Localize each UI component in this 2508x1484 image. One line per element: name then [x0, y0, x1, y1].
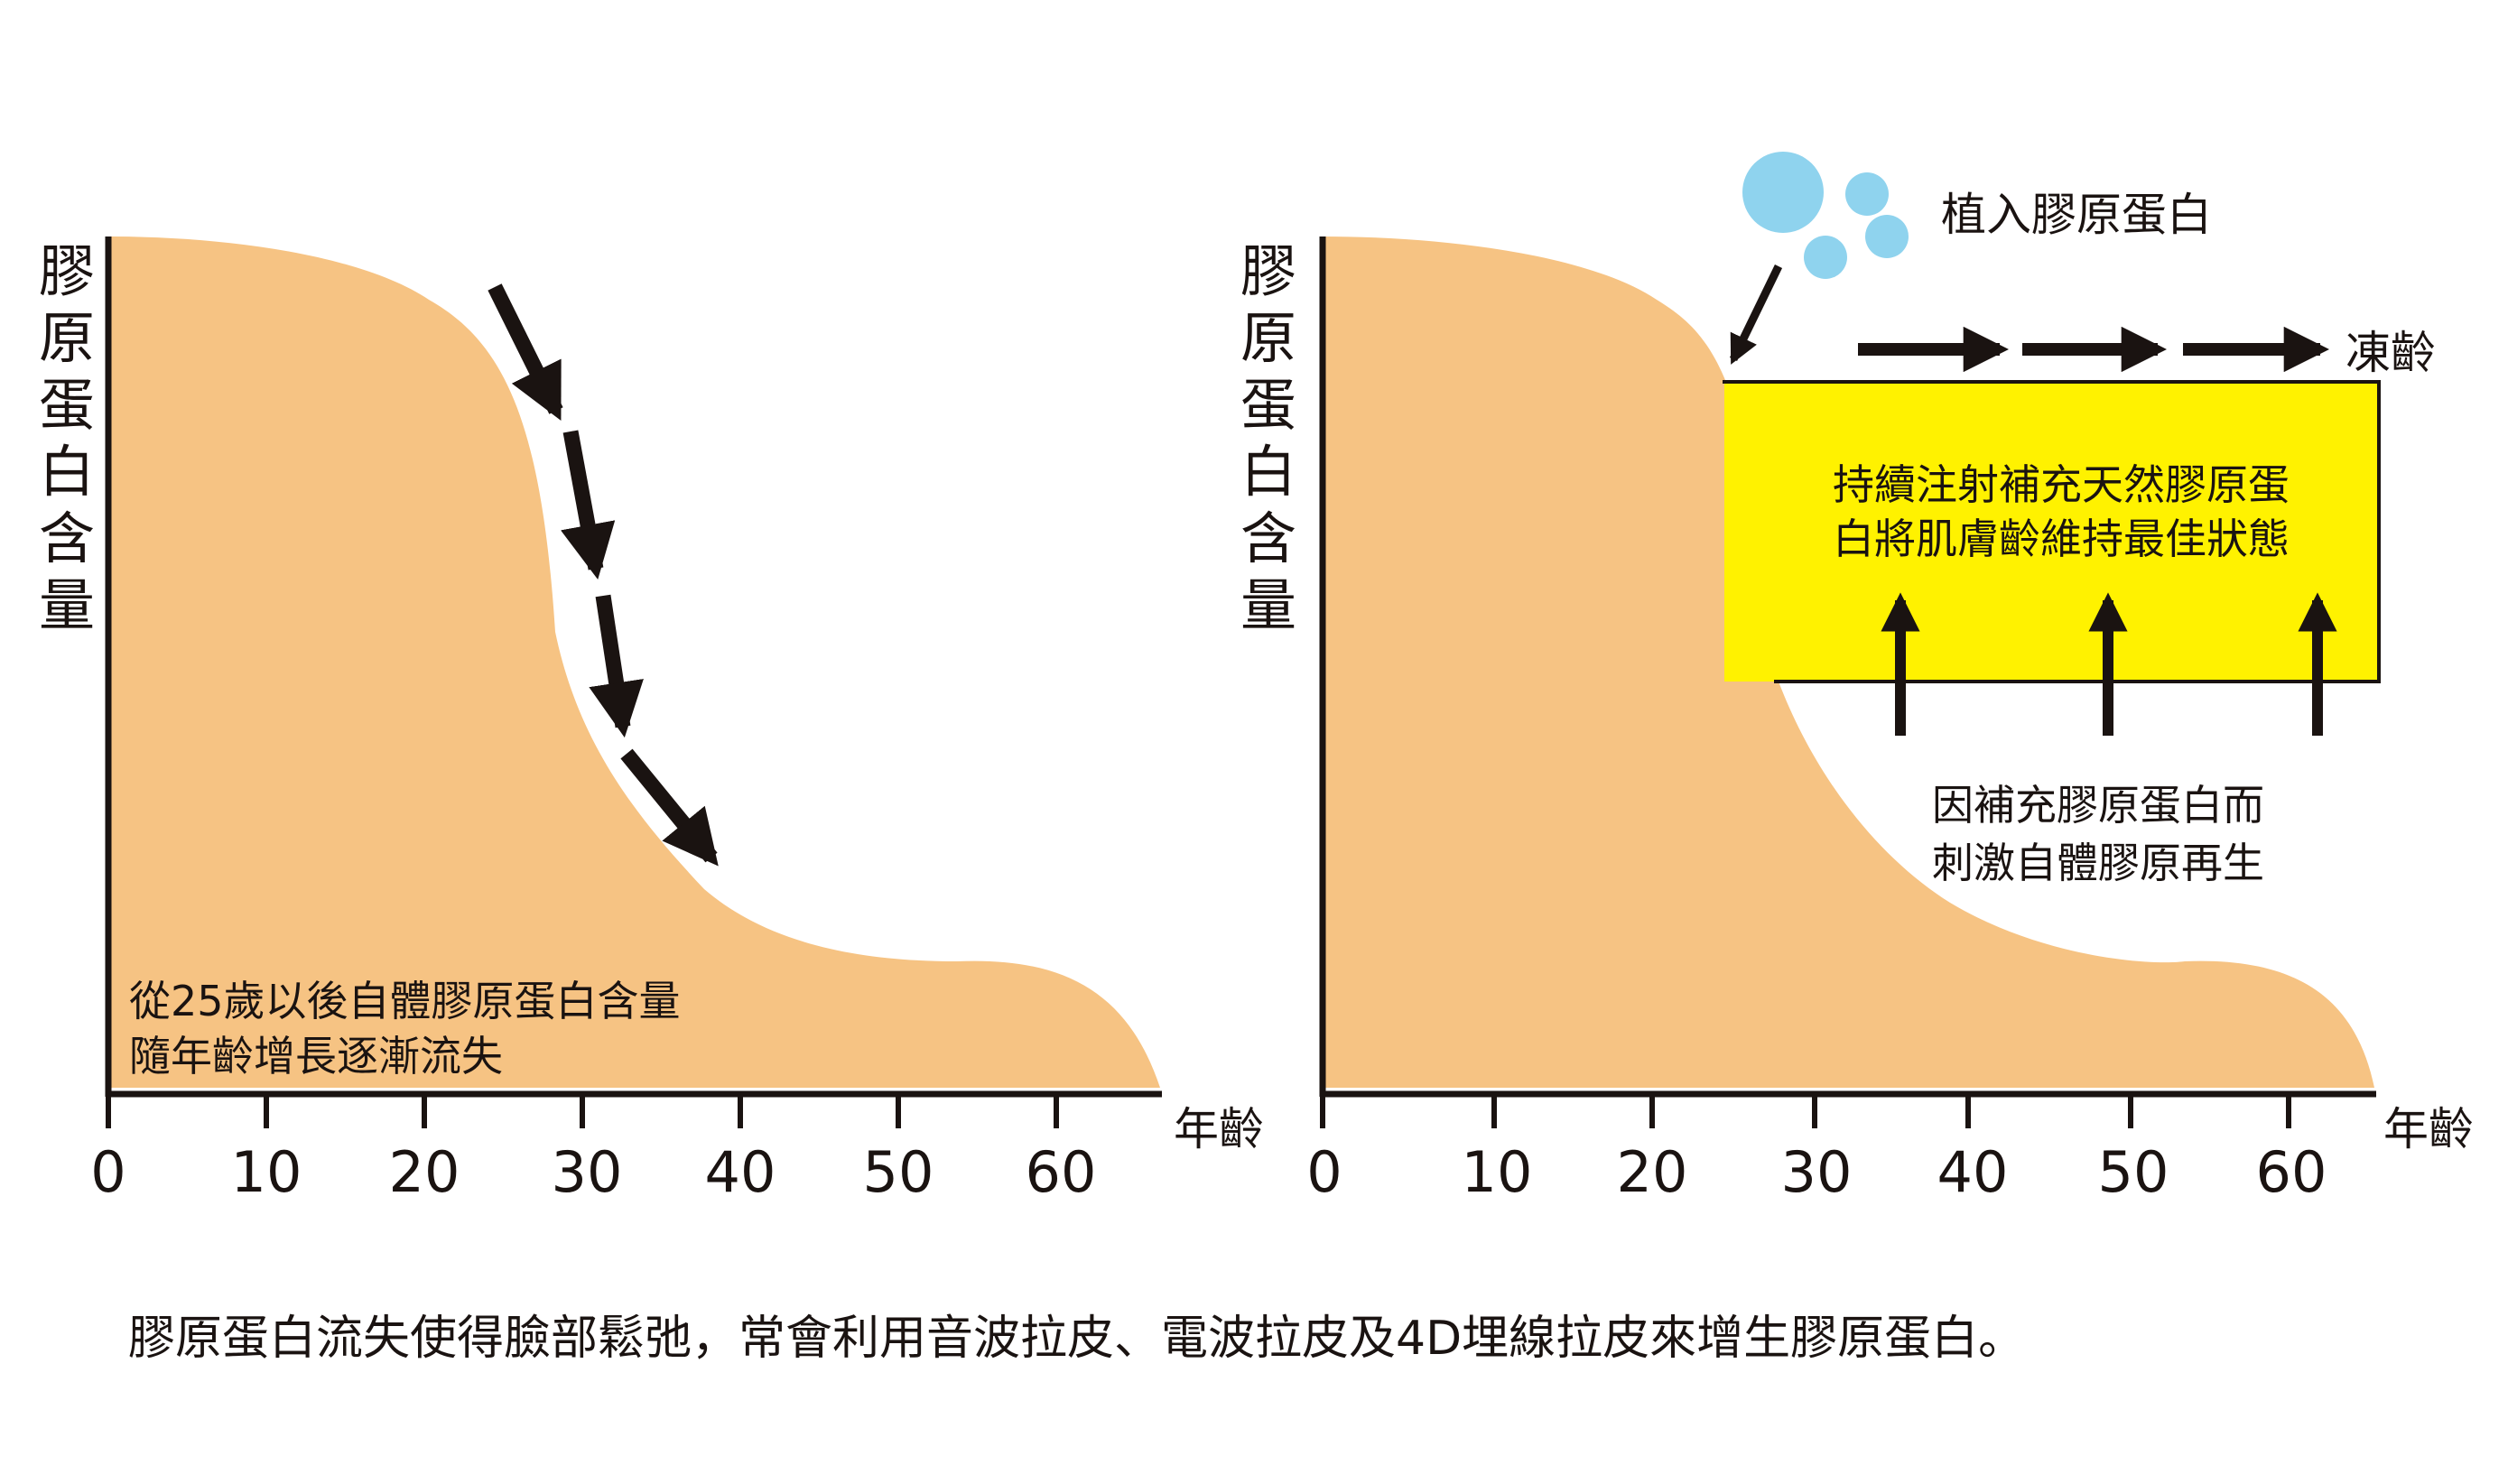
frozen-box-line: 持續注射補充天然膠原蛋: [1833, 460, 2290, 509]
frozen-age-label: 凍齡: [2345, 327, 2436, 379]
left-y-label-char: 含: [39, 505, 95, 571]
left-collagen-area: [108, 237, 1160, 1088]
right-y-label-char: 白: [1240, 439, 1296, 505]
stimulate-line: 刺激自體膠原再生: [1932, 839, 2264, 887]
left-y-axis-label: 膠 原 蛋 白 含 量: [39, 238, 95, 638]
right-x-tick-label: 30: [1781, 1139, 1853, 1205]
left-x-tick-label: 10: [231, 1139, 302, 1205]
left-x-tick-labels: 0 10 20 30 40 50 60: [90, 1139, 1096, 1205]
left-note: 從25歲以後自體膠原蛋白含量 隨年齡增長逐漸流失: [129, 977, 681, 1081]
bubble: [1865, 215, 1909, 258]
left-y-label-char: 蛋: [39, 372, 95, 438]
right-x-tick-label: 10: [1462, 1139, 1533, 1205]
left-y-label-char: 原: [39, 305, 95, 371]
right-x-axis-label: 年齡: [2383, 1103, 2474, 1155]
left-x-tick-label: 0: [90, 1139, 125, 1205]
regeneration-arrows: [1881, 592, 2337, 736]
right-x-tick-label: 60: [2256, 1139, 2327, 1205]
right-x-tick-labels: 0 10 20 30 40 50 60: [1306, 1139, 2327, 1205]
decline-arrow: [620, 748, 719, 867]
caption: 膠原蛋白流失使得臉部鬆弛，常會利用音波拉皮、電波拉皮及4D埋線拉皮來增生膠原蛋白…: [128, 1312, 2025, 1366]
left-note-line: 隨年齡增長逐漸流失: [129, 1032, 503, 1081]
right-panel: 0 10 20 30 40 50 60 年齡 膠 原 蛋 白 含 量 植入膠原蛋…: [1240, 152, 2474, 1205]
right-y-label-char: 量: [1240, 572, 1296, 638]
right-x-ticks: [1320, 1094, 2291, 1128]
stimulate-note: 因補充膠原蛋白而 刺激自體膠原再生: [1932, 781, 2264, 887]
left-x-tick-label: 30: [552, 1139, 623, 1205]
left-panel: 0 10 20 30 40 50 60 年齡 膠 原 蛋 白 含 量 從25歲以…: [39, 237, 1264, 1205]
stimulate-line: 因補充膠原蛋白而: [1932, 781, 2264, 830]
decline-arrow: [488, 283, 563, 421]
decline-arrow: [561, 430, 616, 580]
implant-label: 植入膠原蛋白: [1941, 189, 2212, 241]
left-x-tick-label: 40: [705, 1139, 776, 1205]
decline-arrows: [488, 283, 719, 867]
collagen-bubbles-icon: [1742, 152, 1909, 279]
left-x-ticks: [106, 1094, 1059, 1128]
decline-arrow: [589, 594, 644, 738]
left-note-line: 從25歲以後自體膠原蛋白含量: [129, 977, 681, 1025]
left-y-label-char: 量: [39, 572, 95, 638]
right-y-label-char: 膠: [1240, 238, 1296, 304]
left-x-tick-label: 50: [863, 1139, 934, 1205]
right-y-label-char: 含: [1240, 505, 1296, 571]
left-y-label-char: 膠: [39, 238, 95, 304]
implant-arrow: [1729, 264, 1783, 365]
right-x-tick-label: 0: [1306, 1139, 1342, 1205]
right-collagen-area: [1323, 237, 2374, 1088]
right-x-tick-label: 40: [1937, 1139, 2009, 1205]
frozen-age-box: [1724, 382, 2379, 682]
frozen-box-text: 持續注射補充天然膠原蛋 白將肌膚齡維持最佳狀態: [1833, 460, 2290, 563]
left-x-tick-label: 20: [389, 1139, 460, 1205]
right-y-label-char: 原: [1240, 305, 1296, 371]
bubble: [1742, 152, 1824, 233]
right-x-tick-label: 50: [2098, 1139, 2169, 1205]
left-y-label-char: 白: [39, 439, 95, 505]
right-y-axis-label: 膠 原 蛋 白 含 量: [1240, 238, 1296, 638]
bubble: [1804, 236, 1847, 279]
right-x-tick-label: 20: [1617, 1139, 1688, 1205]
left-x-tick-label: 60: [1026, 1139, 1097, 1205]
bubble: [1845, 172, 1889, 216]
right-y-label-char: 蛋: [1240, 372, 1296, 438]
frozen-box-line: 白將肌膚齡維持最佳狀態: [1833, 515, 2290, 563]
left-x-axis-label: 年齡: [1174, 1103, 1264, 1155]
